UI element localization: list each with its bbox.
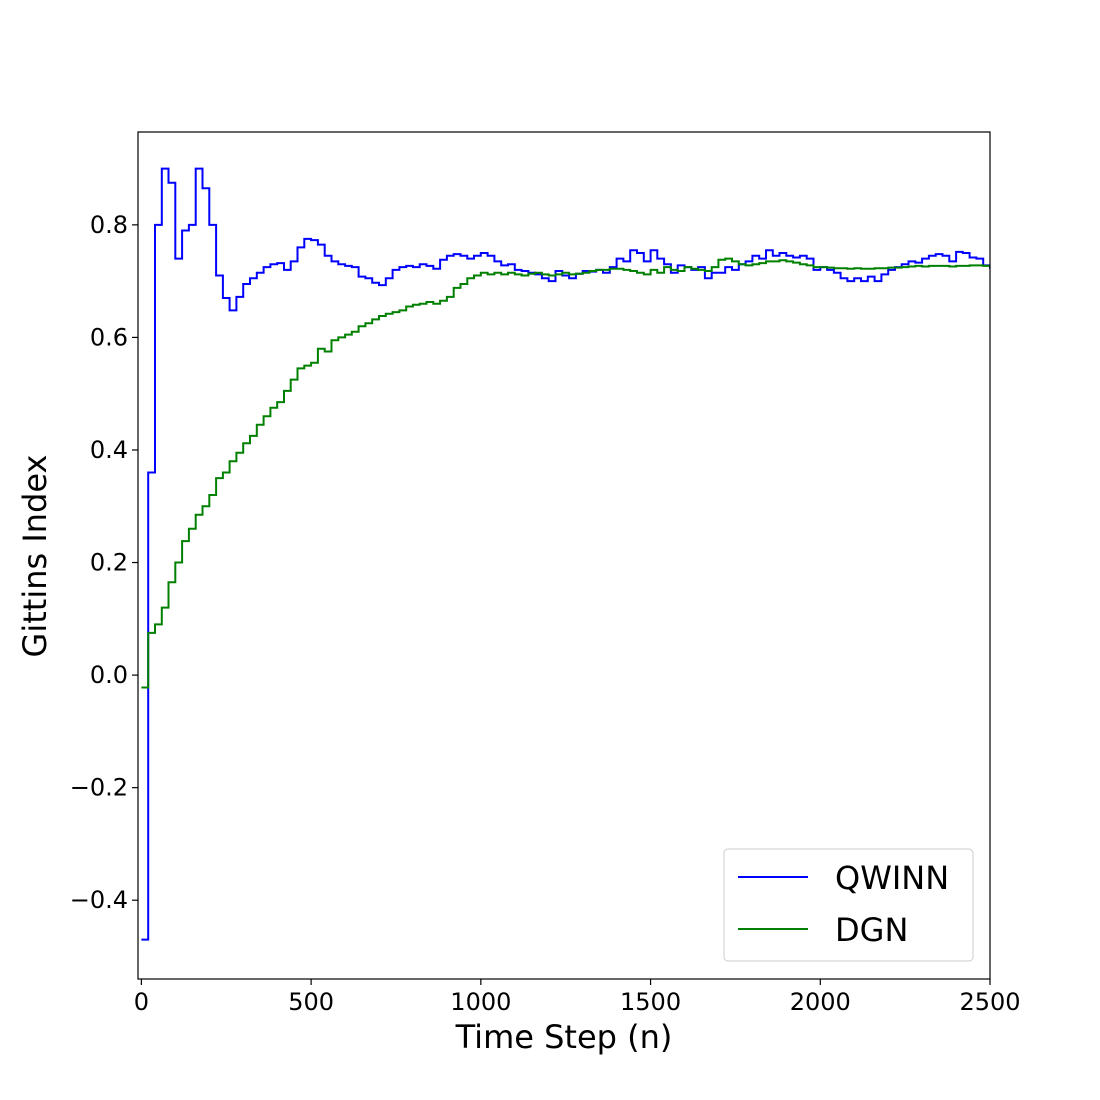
y-tick-label: 0.4	[90, 436, 128, 464]
y-axis-title: Gittins Index	[16, 455, 54, 658]
y-axis: −0.4 −0.2 0.0 0.2 0.4 0.6 0.8	[70, 211, 138, 914]
x-tick-label: 2500	[959, 988, 1020, 1016]
y-tick-label: 0.8	[90, 211, 128, 239]
legend-label-dgn: DGN	[835, 911, 908, 949]
series-layer	[141, 167, 990, 941]
x-axis-title: Time Step (n)	[455, 1018, 673, 1056]
y-tick-label: −0.4	[70, 886, 128, 914]
x-tick-label: 1000	[450, 988, 511, 1016]
x-axis: 0 500 1000 1500 2000 2500	[134, 979, 1021, 1016]
y-tick-label: 0.6	[90, 323, 128, 351]
x-tick-label: 500	[288, 988, 334, 1016]
y-tick-label: 0.0	[90, 661, 128, 689]
legend-label-qwinn: QWINN	[835, 859, 949, 897]
y-tick-label: −0.2	[70, 774, 128, 802]
series-line-qwinn	[141, 167, 990, 941]
series-line-dgn	[141, 257, 990, 689]
x-tick-label: 2000	[790, 988, 851, 1016]
legend: QWINN DGN	[723, 848, 974, 962]
x-tick-label: 1500	[620, 988, 681, 1016]
y-tick-label: 0.2	[90, 549, 128, 577]
plot-frame	[137, 131, 991, 980]
x-tick-label: 0	[134, 988, 149, 1016]
